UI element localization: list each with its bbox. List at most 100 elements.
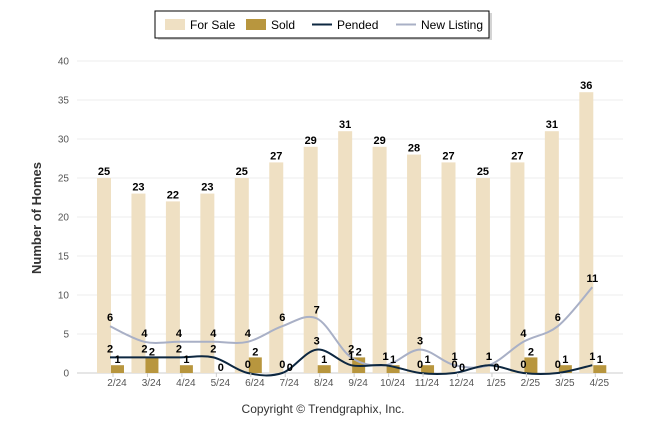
data-label-sold: 1 xyxy=(321,354,327,366)
bar-layer xyxy=(97,92,607,373)
x-tick-label: 4/24 xyxy=(176,378,196,389)
data-label-new-listing: 6 xyxy=(555,312,561,324)
y-tick-label: 25 xyxy=(58,174,70,185)
data-label-for-sale: 25 xyxy=(477,166,489,178)
data-label-for-sale: 28 xyxy=(408,143,420,155)
data-label-sold: 2 xyxy=(149,346,155,358)
y-tick-label: 5 xyxy=(63,330,69,341)
data-label-sold: 2 xyxy=(528,346,534,358)
data-label-for-sale: 25 xyxy=(236,166,248,178)
data-label-pended: 2 xyxy=(141,343,147,355)
data-label-pended: 1 xyxy=(348,351,354,363)
data-label-for-sale: 27 xyxy=(270,150,282,162)
data-label-for-sale: 27 xyxy=(442,150,454,162)
data-label-pended: 2 xyxy=(107,343,113,355)
x-tick-label: 2/25 xyxy=(521,378,541,389)
data-label-new-listing: 1 xyxy=(486,351,492,363)
data-label-pended: 3 xyxy=(314,336,320,348)
y-tick-label: 35 xyxy=(58,96,70,107)
data-label-sold: 0 xyxy=(459,362,465,374)
data-label-new-listing: 1 xyxy=(383,351,389,363)
data-label-sold: 1 xyxy=(424,354,430,366)
data-label-new-listing: 6 xyxy=(279,312,285,324)
data-label-new-listing: 3 xyxy=(417,336,423,348)
x-tick-label: 6/24 xyxy=(245,378,265,389)
legend-swatch-sold xyxy=(246,19,266,30)
data-label-for-sale: 31 xyxy=(339,119,351,131)
data-label-new-listing: 4 xyxy=(141,328,148,340)
line-new-listing xyxy=(109,286,594,369)
data-label-sold: 1 xyxy=(562,354,568,366)
bar-sold xyxy=(421,365,435,373)
data-label-new-listing: 11 xyxy=(586,273,598,285)
bar-for-sale xyxy=(510,162,525,373)
x-tick-label: 8/24 xyxy=(314,378,334,389)
bar-for-sale xyxy=(441,162,456,373)
legend-label-for-sale: For Sale xyxy=(190,18,236,32)
legend-label-sold: Sold xyxy=(271,18,295,32)
y-tick-label: 30 xyxy=(58,135,70,146)
bar-sold xyxy=(111,365,124,373)
line-layer xyxy=(109,286,594,377)
data-label-for-sale: 29 xyxy=(373,135,385,147)
bar-for-sale xyxy=(475,178,490,373)
x-tick-label: 10/24 xyxy=(380,378,405,389)
bar-sold xyxy=(524,357,538,373)
data-label-new-listing: 4 xyxy=(176,328,183,340)
x-tick-label: 4/25 xyxy=(590,378,610,389)
data-label-sold: 1 xyxy=(114,354,120,366)
data-label-new-listing: 6 xyxy=(107,312,113,324)
bar-for-sale xyxy=(234,178,249,373)
bar-for-sale xyxy=(131,193,146,373)
legend-label-new-listing: New Listing xyxy=(421,18,483,32)
y-axis-title: Number of Homes xyxy=(29,162,44,274)
y-tick-label: 0 xyxy=(63,369,69,380)
data-label-pended: 1 xyxy=(589,351,595,363)
line-pended xyxy=(110,348,593,377)
data-label-sold: 0 xyxy=(287,362,293,374)
data-label-sold: 0 xyxy=(218,362,224,374)
x-tick-label: 2/24 xyxy=(107,378,127,389)
data-label-for-sale: 29 xyxy=(305,135,317,147)
data-label-new-listing: 2 xyxy=(348,343,354,355)
data-label-pended: 2 xyxy=(176,343,182,355)
x-tick-label: 12/24 xyxy=(449,378,474,389)
bar-for-sale xyxy=(97,178,111,373)
data-label-pended: 1 xyxy=(383,351,389,363)
x-tick-label: 3/25 xyxy=(555,378,575,389)
data-label-new-listing: 4 xyxy=(245,328,252,340)
data-label-for-sale: 31 xyxy=(546,119,558,131)
bar-sold xyxy=(317,365,331,373)
data-label-pended: 0 xyxy=(279,359,285,371)
data-label-pended: 0 xyxy=(417,359,423,371)
bar-sold xyxy=(558,365,572,373)
data-label-sold: 1 xyxy=(390,354,396,366)
legend-label-pended: Pended xyxy=(337,18,378,32)
bar-for-sale xyxy=(338,131,353,373)
bar-sold xyxy=(248,357,262,373)
bar-for-sale xyxy=(269,162,284,373)
data-label-new-listing: 4 xyxy=(520,328,527,340)
data-label-sold: 2 xyxy=(252,346,258,358)
bar-for-sale xyxy=(544,131,559,373)
x-tick-label: 7/24 xyxy=(280,378,300,389)
data-label-new-listing: 7 xyxy=(314,304,320,316)
data-label-for-sale: 36 xyxy=(580,80,592,92)
bar-for-sale xyxy=(165,201,180,373)
x-tick-label: 1/25 xyxy=(486,378,506,389)
data-label-pended: 0 xyxy=(245,359,251,371)
y-tick-label: 10 xyxy=(58,291,70,302)
copyright-text: Copyright © Trendgraphix, Inc. xyxy=(241,402,405,416)
data-label-sold: 1 xyxy=(597,354,603,366)
bar-sold xyxy=(386,365,400,373)
bar-for-sale xyxy=(200,193,215,373)
x-tick-label: 3/24 xyxy=(142,378,162,389)
data-label-sold: 2 xyxy=(356,346,362,358)
x-tick-label: 5/24 xyxy=(211,378,231,389)
data-label-for-sale: 23 xyxy=(201,182,213,194)
data-label-sold: 1 xyxy=(183,354,189,366)
bar-for-sale xyxy=(407,154,422,373)
